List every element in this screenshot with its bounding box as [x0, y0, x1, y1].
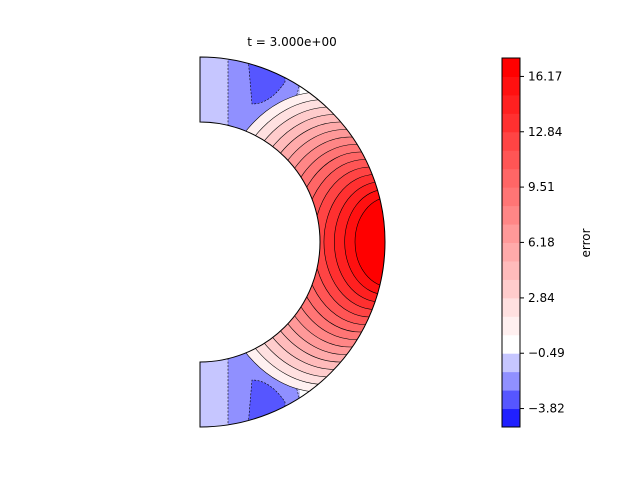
annulus-outline: [199, 56, 386, 428]
colorbar-band: [502, 113, 520, 133]
plot-title: t = 3.000e+00: [247, 35, 336, 49]
colorbar-band: [502, 76, 520, 96]
colorbar-band: [502, 279, 520, 299]
colorbar-band: [502, 242, 520, 262]
colorbar-tick-label: 16.17: [528, 69, 562, 83]
colorbar-tick-label: 9.51: [528, 180, 555, 194]
colorbar-band: [502, 150, 520, 170]
colorbar-tick-label: −3.82: [528, 402, 565, 416]
colorbar-band: [502, 316, 520, 336]
colorbar-band: [502, 371, 520, 391]
colorbar-band: [502, 353, 520, 373]
colorbar-tick-label: 12.84: [528, 125, 562, 139]
colorbar-tick-label: 2.84: [528, 291, 555, 305]
colorbar-band: [502, 390, 520, 410]
colorbar-tick-label: 6.18: [528, 235, 555, 249]
colorbar-band: [502, 297, 520, 317]
colorbar-band: [502, 408, 520, 428]
colorbar-band: [502, 260, 520, 280]
positive-contour-fill: [355, 197, 385, 287]
colorbar-band: [502, 58, 520, 77]
colorbar-band: [502, 334, 520, 354]
colorbar-ticks: 16.17 12.84 9.51 6.18 2.84 −0.49 −3.82: [520, 69, 565, 416]
colorbar-label: error: [579, 228, 593, 257]
colorbar-band: [502, 94, 520, 114]
colorbar-band: [502, 168, 520, 188]
colorbar: [501, 57, 521, 428]
colorbar-band: [502, 224, 520, 243]
contour-field: [200, 57, 385, 427]
colorbar-band: [502, 131, 520, 151]
colorbar-tick-label: −0.49: [528, 346, 565, 360]
positive-contour-line: [354, 196, 385, 288]
colorbar-band: [502, 187, 520, 207]
colorbar-band: [502, 205, 520, 225]
